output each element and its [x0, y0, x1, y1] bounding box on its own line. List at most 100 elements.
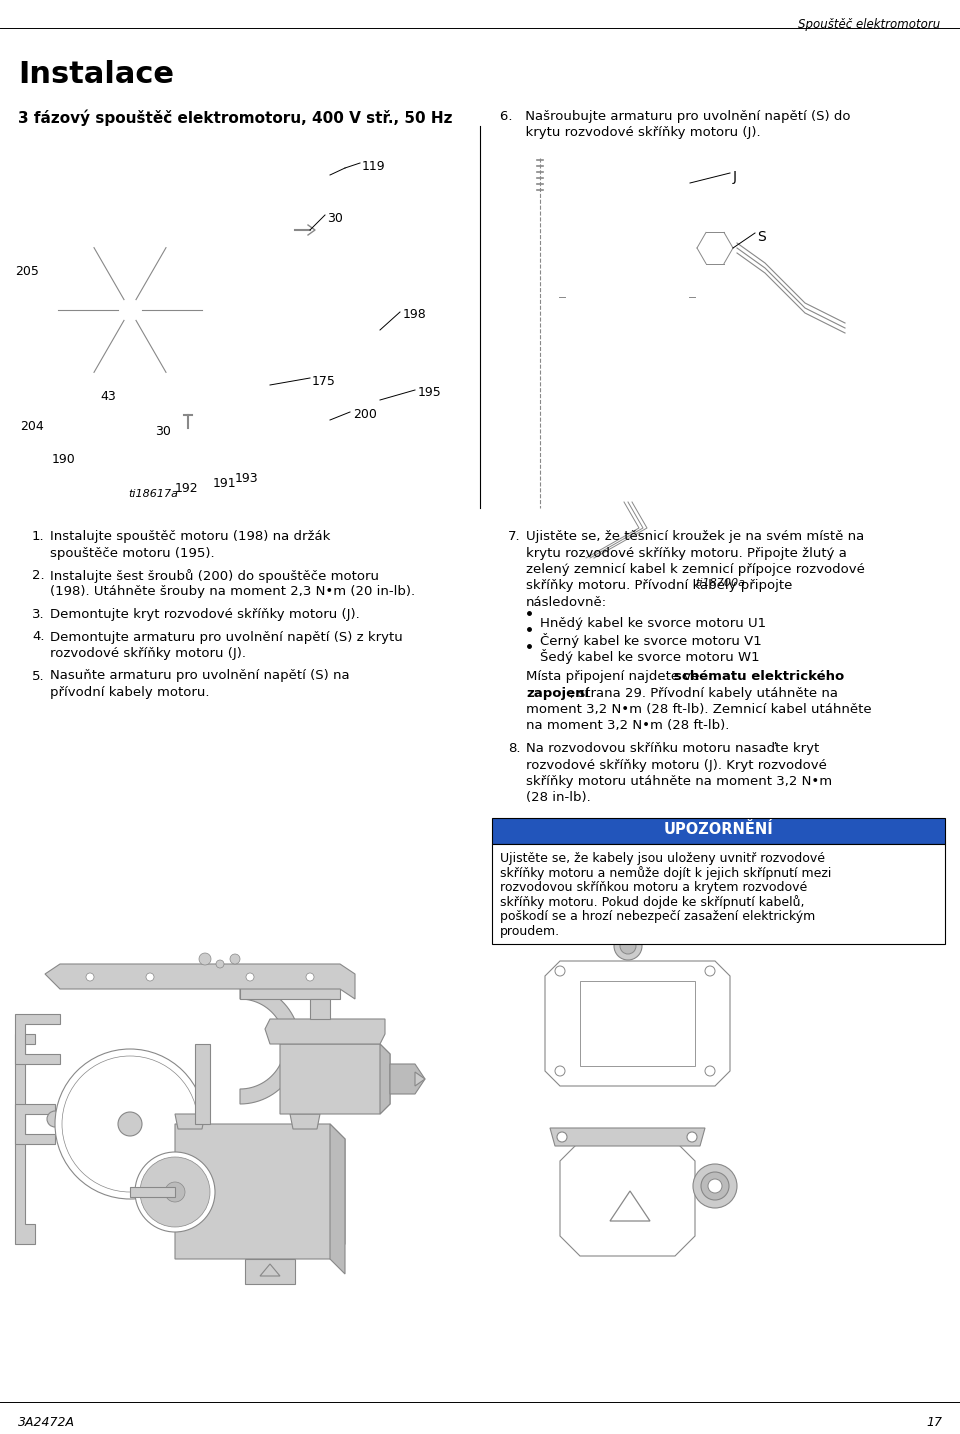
Circle shape [118, 1111, 142, 1136]
Text: UPOZORNĚNÍ: UPOZORNĚNÍ [663, 822, 774, 837]
Text: krytu rozvodové skříňky motoru (J).: krytu rozvodové skříňky motoru (J). [500, 126, 760, 139]
Circle shape [705, 1065, 715, 1076]
Text: Nasuňte armaturu pro uvolnění napětí (S) na: Nasuňte armaturu pro uvolnění napětí (S)… [50, 670, 349, 683]
Text: 193: 193 [235, 472, 258, 485]
Text: 2.: 2. [32, 569, 44, 582]
Text: rozvodovou skříňkou motoru a krytem rozvodové: rozvodovou skříňkou motoru a krytem rozv… [500, 880, 807, 893]
Text: moment 3,2 N•m (28 ft-lb). Zemnicí kabel utáhněte: moment 3,2 N•m (28 ft-lb). Zemnicí kabel… [526, 703, 872, 716]
Text: Černý kabel ke svorce motoru V1: Černý kabel ke svorce motoru V1 [540, 632, 761, 648]
Text: Ujistěte se, že kabely jsou uloženy uvnitř rozvodové: Ujistěte se, že kabely jsou uloženy uvni… [500, 852, 825, 865]
Polygon shape [290, 1114, 320, 1129]
Text: 6.   Našroubujte armaturu pro uvolnění napětí (S) do: 6. Našroubujte armaturu pro uvolnění nap… [500, 110, 851, 123]
Polygon shape [280, 1044, 390, 1114]
Circle shape [216, 959, 224, 968]
Circle shape [687, 1131, 697, 1141]
Polygon shape [175, 1124, 345, 1259]
Circle shape [693, 1164, 737, 1207]
Text: 43: 43 [100, 390, 116, 403]
Polygon shape [45, 964, 355, 999]
Text: Na rozvodovou skříňku motoru nasaďte kryt: Na rozvodovou skříňku motoru nasaďte kry… [526, 741, 819, 754]
Circle shape [708, 1179, 722, 1193]
Polygon shape [15, 1014, 60, 1064]
Text: S: S [757, 229, 766, 244]
Text: 175: 175 [312, 376, 336, 389]
Text: skříňky motoru utáhněte na moment 3,2 N•m: skříňky motoru utáhněte na moment 3,2 N•… [526, 774, 832, 789]
Polygon shape [390, 1064, 425, 1094]
Text: ti18700a: ti18700a [695, 578, 745, 588]
Text: na moment 3,2 N•m (28 ft-lb).: na moment 3,2 N•m (28 ft-lb). [526, 720, 730, 733]
Text: 200: 200 [353, 409, 377, 422]
Circle shape [165, 1182, 185, 1202]
Text: 8.: 8. [508, 741, 520, 754]
Text: Místa připojení najdete ve: Místa připojení najdete ve [526, 670, 704, 683]
Text: 198: 198 [403, 308, 427, 321]
Circle shape [146, 974, 154, 981]
FancyBboxPatch shape [492, 817, 945, 845]
Text: 3 fázový spouštěč elektromotoru, 400 V stř., 50 Hz: 3 fázový spouštěč elektromotoru, 400 V s… [18, 110, 452, 126]
Text: 30: 30 [327, 212, 343, 225]
Text: 30: 30 [155, 424, 171, 437]
Text: Instalace: Instalace [18, 60, 174, 89]
Text: 191: 191 [213, 478, 236, 490]
Circle shape [135, 1152, 215, 1232]
Text: 4.: 4. [32, 631, 44, 644]
Text: Instalujte šest šroubů (200) do spouštěče motoru: Instalujte šest šroubů (200) do spouštěč… [50, 569, 379, 584]
Text: 119: 119 [362, 161, 386, 174]
Polygon shape [240, 984, 340, 999]
Text: J: J [733, 171, 737, 184]
Circle shape [47, 1111, 63, 1127]
Text: Demontujte kryt rozvodové skříňky motoru (J).: Demontujte kryt rozvodové skříňky motoru… [50, 608, 360, 621]
Text: schématu elektrického: schématu elektrického [674, 670, 844, 683]
Text: následovně:: následovně: [526, 597, 607, 609]
Text: poškodí se a hrozí nebezpečí zasažení elektrickým: poškodí se a hrozí nebezpečí zasažení el… [500, 911, 815, 923]
Text: 204: 204 [20, 420, 44, 433]
Circle shape [246, 974, 254, 981]
Polygon shape [330, 1124, 345, 1273]
Text: Instalujte spouštěč motoru (198) na držák: Instalujte spouštěč motoru (198) na držá… [50, 531, 330, 543]
Polygon shape [560, 1141, 695, 1256]
Text: rozvodové skříňky motoru (J). Kryt rozvodové: rozvodové skříňky motoru (J). Kryt rozvo… [526, 759, 827, 771]
Text: krytu rozvodové skříňky motoru. Připojte žlutý a: krytu rozvodové skříňky motoru. Připojte… [526, 546, 847, 559]
Polygon shape [265, 1020, 385, 1044]
Text: 3.: 3. [32, 608, 44, 621]
Text: 190: 190 [52, 453, 76, 466]
Text: spouštěče motoru (195).: spouštěče motoru (195). [50, 546, 215, 559]
Text: Spouštěč elektromotoru: Spouštěč elektromotoru [798, 19, 940, 32]
Text: 3A2472A: 3A2472A [18, 1415, 75, 1430]
Text: 205: 205 [15, 265, 38, 278]
Text: 192: 192 [175, 482, 199, 495]
Text: Ujistěte se, že těsnicí kroužek je na svém místě na: Ujistěte se, že těsnicí kroužek je na sv… [526, 531, 864, 543]
Text: (28 in-lb).: (28 in-lb). [526, 792, 590, 804]
Polygon shape [380, 1044, 390, 1114]
Polygon shape [15, 1034, 35, 1245]
Polygon shape [545, 961, 730, 1086]
Circle shape [557, 1131, 567, 1141]
Text: 195: 195 [418, 386, 442, 399]
Circle shape [230, 954, 240, 964]
Text: 5.: 5. [32, 670, 44, 683]
Polygon shape [245, 1259, 295, 1283]
Text: skříňky motoru. Pokud dojde ke skřípnutí kabelů,: skříňky motoru. Pokud dojde ke skřípnutí… [500, 895, 804, 909]
Polygon shape [550, 1129, 705, 1146]
Circle shape [620, 938, 636, 954]
Polygon shape [130, 1187, 175, 1197]
Circle shape [555, 1065, 565, 1076]
Text: ti18617a: ti18617a [128, 489, 178, 499]
Text: zapojení: zapojení [526, 687, 589, 700]
Text: Šedý kabel ke svorce motoru W1: Šedý kabel ke svorce motoru W1 [540, 650, 759, 664]
Polygon shape [415, 1073, 425, 1086]
Polygon shape [310, 999, 330, 1020]
Polygon shape [15, 1104, 55, 1144]
Text: přívodní kabely motoru.: přívodní kabely motoru. [50, 685, 209, 698]
Text: Hnědý kabel ke svorce motoru U1: Hnědý kabel ke svorce motoru U1 [540, 617, 766, 630]
Text: proudem.: proudem. [500, 925, 560, 938]
Circle shape [306, 974, 314, 981]
Text: 17: 17 [926, 1415, 942, 1430]
Text: zelený zemnicí kabel k zemnicí přípojce rozvodové: zelený zemnicí kabel k zemnicí přípojce … [526, 564, 865, 576]
Text: rozvodové skříňky motoru (J).: rozvodové skříňky motoru (J). [50, 647, 246, 660]
Text: 1.: 1. [32, 531, 44, 543]
Text: skříňky motoru a nemůže dojít k jejich skřípnutí mezi: skříňky motoru a nemůže dojít k jejich s… [500, 866, 831, 880]
Polygon shape [240, 984, 300, 1104]
Polygon shape [195, 1044, 210, 1124]
Circle shape [199, 954, 211, 965]
